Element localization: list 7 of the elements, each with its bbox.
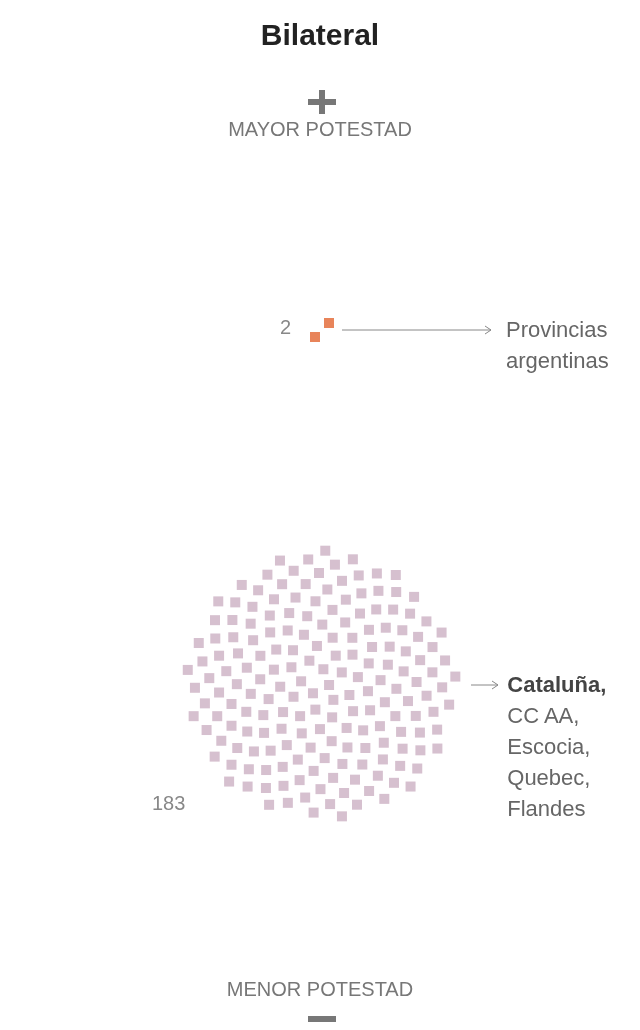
category-label: Provincias argentinas	[506, 316, 610, 375]
text: MAYOR POTESTAD	[227, 118, 413, 141]
category-label: Cataluña, CC AA, Escocia, Quebec, Flandes	[507, 671, 607, 823]
text: MENOR POTESTAD	[225, 978, 415, 1001]
data-label: 2	[280, 316, 292, 339]
data-label: 183	[152, 792, 186, 815]
text: Bilateral	[259, 18, 381, 52]
